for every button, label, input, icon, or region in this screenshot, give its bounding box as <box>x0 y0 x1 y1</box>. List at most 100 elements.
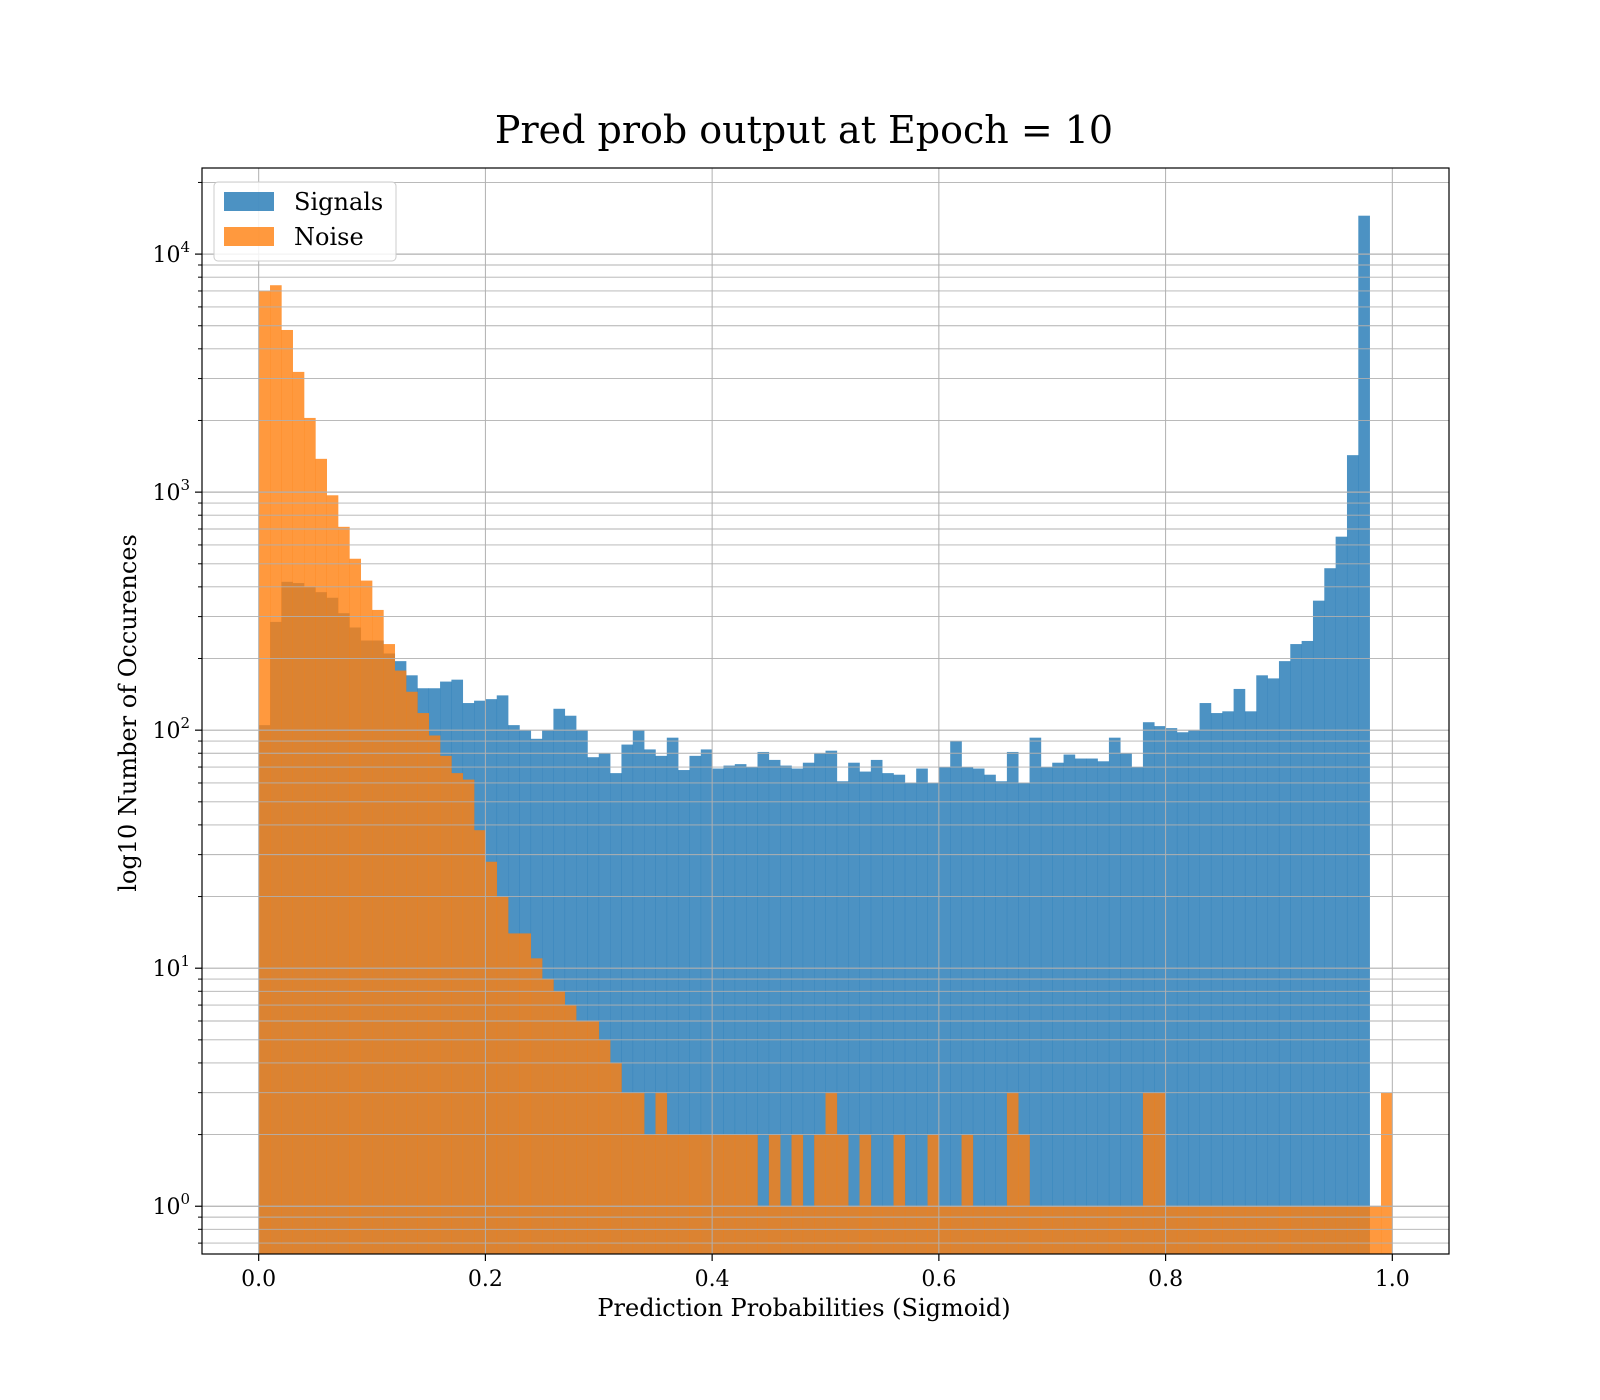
bar-signals-26 <box>553 708 566 1254</box>
bar-noise-70 <box>1052 1206 1064 1254</box>
bar-signals-61 <box>950 741 962 1254</box>
bar-signals-54 <box>870 759 883 1254</box>
bar-signals-83 <box>1199 703 1212 1254</box>
bar-signals-57 <box>904 782 917 1254</box>
bar-noise-40 <box>712 1134 724 1254</box>
axes-frame <box>201 167 1450 1255</box>
bar-noise-46 <box>780 1206 792 1254</box>
grid-lines <box>202 168 1449 1254</box>
bar-signals-41 <box>723 765 736 1254</box>
bar-noise-12 <box>394 670 407 1254</box>
bar-signals-37 <box>678 770 690 1254</box>
bar-noise-83 <box>1199 1206 1212 1254</box>
bar-noise-44 <box>757 1206 770 1254</box>
bar-noise-29 <box>587 1021 600 1254</box>
bar-noise-92 <box>1301 1206 1314 1254</box>
bar-signals-81 <box>1176 732 1189 1254</box>
bar-signals-70 <box>1052 762 1064 1254</box>
y-tick-label-1: 101 <box>152 952 190 982</box>
bar-noise-87 <box>1244 1206 1257 1254</box>
bar-noise-20 <box>485 861 498 1254</box>
bar-noise-89 <box>1267 1206 1280 1254</box>
legend-swatch-noise <box>224 227 274 246</box>
bar-noise-98 <box>1369 1206 1382 1254</box>
bar-signals-36 <box>666 737 679 1254</box>
bar-noise-99 <box>1380 1092 1393 1254</box>
bar-signals-76 <box>1120 753 1132 1254</box>
legend-label-noise: Noise <box>294 223 364 251</box>
bar-signals-39 <box>700 749 713 1254</box>
bar-signals-88 <box>1256 675 1268 1254</box>
bar-signals-33 <box>632 730 645 1254</box>
bar-noise-30 <box>598 1039 611 1254</box>
x-tick-label-4: 0.8 <box>1148 1267 1183 1292</box>
bar-noise-97 <box>1358 1206 1370 1254</box>
bar-noise-61 <box>950 1206 962 1254</box>
bar-noise-79 <box>1154 1092 1166 1254</box>
bar-signals-71 <box>1063 754 1076 1254</box>
bar-signals-91 <box>1290 644 1302 1254</box>
bar-signals-67 <box>1018 782 1030 1254</box>
bar-noise-18 <box>462 779 475 1254</box>
bar-noise-23 <box>519 933 532 1254</box>
bar-signals-56 <box>893 774 906 1254</box>
bar-signals-66 <box>1006 751 1019 1254</box>
bar-noise-19 <box>474 830 486 1254</box>
bar-noise-21 <box>496 896 509 1254</box>
bar-noise-26 <box>553 991 566 1254</box>
bar-noise-27 <box>564 1005 577 1254</box>
bar-signals-74 <box>1097 761 1110 1254</box>
bar-noise-81 <box>1176 1206 1189 1254</box>
x-tick-label-1: 0.2 <box>468 1267 503 1292</box>
bar-noise-60 <box>938 1206 951 1254</box>
bar-signals-44 <box>757 751 770 1254</box>
bar-signals-72 <box>1074 758 1087 1254</box>
bar-noise-3 <box>292 371 305 1254</box>
bar-noise-86 <box>1233 1206 1246 1254</box>
bar-signals-89 <box>1267 678 1280 1254</box>
bar-signals-42 <box>734 764 747 1254</box>
x-tick-label-5: 1.0 <box>1375 1267 1410 1292</box>
bar-signals-93 <box>1312 600 1325 1254</box>
bar-noise-47 <box>791 1134 804 1254</box>
x-axis-ticks: 0.0 0.2 0.4 0.6 0.8 1.0 <box>241 1254 1410 1292</box>
bar-signals-68 <box>1029 737 1042 1254</box>
bar-noise-67 <box>1018 1134 1030 1254</box>
bar-signals-50 <box>825 750 838 1254</box>
bar-noise-64 <box>984 1206 996 1254</box>
bar-noise-6 <box>326 495 339 1255</box>
bar-signals-47 <box>791 768 804 1254</box>
bar-signals-60 <box>938 767 951 1254</box>
bar-noise-51 <box>836 1134 849 1254</box>
y-tick-label-2: 102 <box>152 714 190 744</box>
x-tick-label-0: 0.0 <box>241 1267 276 1292</box>
bar-noise-35 <box>655 1092 668 1254</box>
bar-noise-36 <box>666 1134 679 1254</box>
bar-noise-1 <box>270 285 282 1254</box>
bar-noise-94 <box>1324 1206 1336 1254</box>
bar-signals-77 <box>1131 767 1144 1254</box>
bar-signals-51 <box>836 781 849 1254</box>
bar-noise-2 <box>281 329 293 1254</box>
bar-noise-38 <box>689 1134 702 1254</box>
bar-signals-85 <box>1222 711 1234 1254</box>
bar-noise-32 <box>621 1092 634 1254</box>
bar-noise-69 <box>1040 1206 1053 1254</box>
bar-noise-56 <box>893 1134 906 1254</box>
bar-noise-42 <box>734 1134 747 1254</box>
bar-noise-4 <box>304 417 316 1255</box>
bar-noise-90 <box>1278 1206 1291 1254</box>
bar-noise-82 <box>1188 1206 1200 1254</box>
bar-signals-75 <box>1108 737 1121 1254</box>
bar-noise-33 <box>632 1092 645 1254</box>
bar-noise-58 <box>916 1206 928 1254</box>
y-tick-label-3: 103 <box>152 476 190 506</box>
bar-noise-95 <box>1335 1206 1348 1254</box>
bar-noise-25 <box>542 979 554 1254</box>
bar-signals-73 <box>1086 758 1098 1254</box>
bar-signals-95 <box>1335 536 1348 1254</box>
bar-signals-86 <box>1233 688 1246 1254</box>
bar-noise-31 <box>610 1062 622 1254</box>
bar-signals-82 <box>1188 730 1200 1254</box>
y-tick-label-0: 100 <box>152 1190 190 1220</box>
